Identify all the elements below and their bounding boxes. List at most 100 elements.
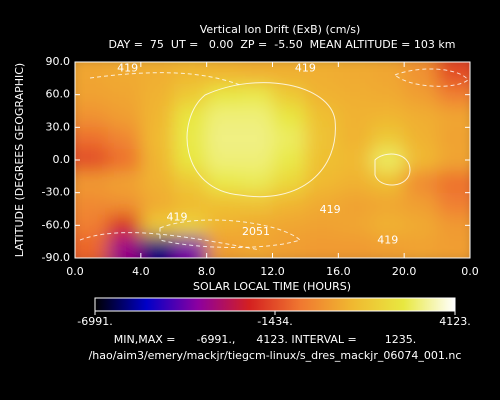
cell <box>305 105 339 128</box>
cell <box>140 62 175 85</box>
cell <box>107 83 142 107</box>
cell <box>371 170 405 194</box>
field <box>75 62 470 258</box>
cell <box>206 170 241 194</box>
cell <box>272 83 306 107</box>
colorbar-tick-label: 4123. <box>439 315 471 328</box>
cell <box>75 214 109 237</box>
cell <box>107 214 142 237</box>
cell <box>272 62 306 85</box>
cell <box>107 105 142 128</box>
cell <box>272 170 306 194</box>
cell <box>437 127 470 150</box>
cell <box>206 192 241 215</box>
y-tick-label: 90.0 <box>46 55 71 68</box>
cell <box>239 192 273 215</box>
cell <box>371 149 405 172</box>
cell <box>305 170 339 194</box>
colorbar-tick-label: -6991. <box>77 315 112 328</box>
cell <box>305 127 339 150</box>
cell <box>305 236 339 258</box>
contour-line <box>374 153 411 186</box>
cell <box>338 236 372 258</box>
cell <box>338 192 372 215</box>
cell <box>404 83 438 107</box>
cell <box>239 170 273 194</box>
colorbar-tick-label: -1434. <box>257 315 292 328</box>
x-tick-label: 0.0 <box>66 265 84 278</box>
cell <box>272 105 306 128</box>
cell <box>239 83 273 107</box>
cell <box>239 127 273 150</box>
x-tick-label: 20.0 <box>392 265 417 278</box>
cell <box>75 83 109 107</box>
y-tick-label: -60.0 <box>42 218 70 231</box>
cell <box>338 83 372 107</box>
cell <box>338 105 372 128</box>
contour-label: 2051 <box>242 225 270 238</box>
cell <box>173 214 208 237</box>
cell <box>173 127 208 150</box>
cell <box>239 105 273 128</box>
cell <box>75 62 109 85</box>
cell <box>404 105 438 128</box>
y-tick-label: 0.0 <box>53 153 71 166</box>
x-axis-label: SOLAR LOCAL TIME (HOURS) <box>193 280 351 293</box>
y-tick-label: -30.0 <box>42 186 70 199</box>
cell <box>206 149 241 172</box>
cells <box>75 62 470 258</box>
contour-line <box>186 82 336 198</box>
cell <box>305 192 339 215</box>
x-tick-label: 16.0 <box>326 265 351 278</box>
cell <box>75 192 109 215</box>
cell <box>272 214 306 237</box>
cell <box>206 83 241 107</box>
cell <box>239 214 273 237</box>
cell <box>437 214 470 237</box>
cell <box>140 127 175 150</box>
cell <box>404 214 438 237</box>
cell <box>140 214 175 237</box>
cell <box>404 62 438 85</box>
cell <box>437 83 470 107</box>
y-tick-label: -90.0 <box>42 251 70 264</box>
cell <box>140 83 175 107</box>
cell <box>305 149 339 172</box>
cell <box>272 149 306 172</box>
cell <box>140 149 175 172</box>
chart-subtitle: DAY = 75 UT = 0.00 ZP = -5.50 MEAN ALTIT… <box>109 38 456 51</box>
cell <box>107 149 142 172</box>
cell <box>239 62 273 85</box>
cell <box>173 236 208 258</box>
x-tick-label: 8.0 <box>198 265 216 278</box>
cell <box>206 62 241 85</box>
cell <box>75 170 109 194</box>
cell <box>305 214 339 237</box>
contour-line <box>89 72 241 86</box>
cell <box>173 149 208 172</box>
contour-label: 419 <box>295 62 316 75</box>
cell <box>371 83 405 107</box>
file-path: /hao/aim3/emery/mackjr/tiegcm-linux/s_dr… <box>89 349 462 362</box>
cell <box>107 236 142 258</box>
cell <box>173 192 208 215</box>
contour-label: 419 <box>377 234 398 247</box>
cell <box>305 83 339 107</box>
x-tick-label: 4.0 <box>132 265 150 278</box>
chart-title: Vertical Ion Drift (ExB) (cm/s) <box>200 23 361 36</box>
cell <box>338 127 372 150</box>
contour-label: 419 <box>167 211 188 224</box>
cell <box>75 149 109 172</box>
cell <box>140 105 175 128</box>
cell <box>140 236 175 258</box>
cell <box>437 105 470 128</box>
y-tick-label: 30.0 <box>46 120 71 133</box>
cell <box>272 236 306 258</box>
cell <box>437 62 470 85</box>
cell <box>404 149 438 172</box>
cell <box>140 170 175 194</box>
cell <box>239 236 273 258</box>
x-tick-label: 12.0 <box>260 265 285 278</box>
cell <box>371 127 405 150</box>
